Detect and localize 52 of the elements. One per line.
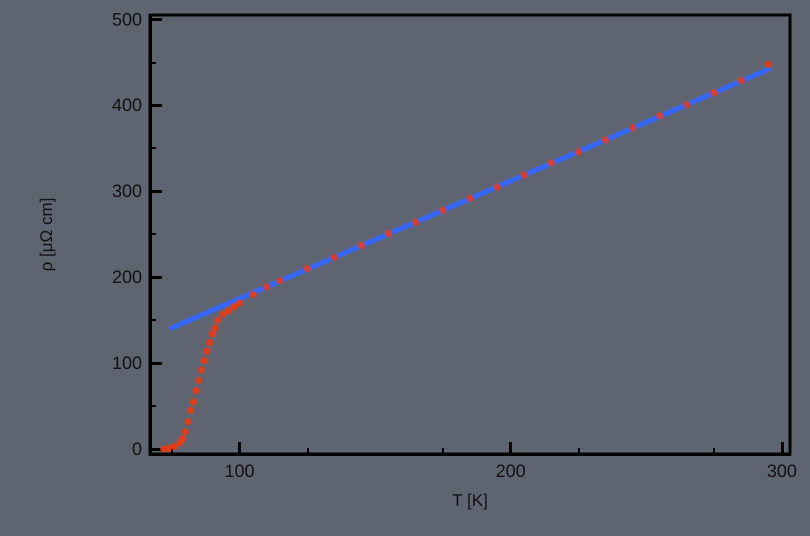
point xyxy=(200,356,208,364)
point xyxy=(764,60,772,68)
y-tick-label: 0 xyxy=(132,438,142,459)
point xyxy=(225,307,232,314)
point xyxy=(330,254,338,261)
y-tick-label: 500 xyxy=(112,9,142,30)
point xyxy=(165,444,172,452)
y-axis-title: ρ [μΩ cm] xyxy=(37,198,56,272)
y-tick-label: 200 xyxy=(112,267,142,288)
point xyxy=(230,302,238,310)
point xyxy=(214,316,222,324)
point xyxy=(187,406,194,414)
point xyxy=(250,290,257,298)
x-axis-title: T [K] xyxy=(452,491,488,510)
point xyxy=(182,428,189,436)
point xyxy=(385,230,392,237)
point xyxy=(412,218,420,226)
y-tick-label: 400 xyxy=(112,95,142,116)
point xyxy=(263,282,270,290)
point xyxy=(179,435,186,442)
point xyxy=(520,171,528,178)
point xyxy=(466,194,474,202)
point xyxy=(195,376,202,384)
point xyxy=(208,330,216,338)
point xyxy=(656,112,664,120)
point xyxy=(236,299,243,306)
point xyxy=(190,398,197,406)
point xyxy=(683,100,690,108)
point xyxy=(198,366,206,374)
x-tick-label: 100 xyxy=(224,461,255,481)
point xyxy=(710,88,718,96)
point xyxy=(212,324,219,332)
point xyxy=(602,136,610,144)
point xyxy=(184,418,192,425)
point xyxy=(203,347,210,354)
point xyxy=(358,242,366,249)
point xyxy=(738,76,745,84)
point xyxy=(206,338,214,346)
point xyxy=(548,159,555,166)
point xyxy=(494,183,501,190)
point xyxy=(304,264,311,272)
x-tick-label: 300 xyxy=(766,461,797,481)
point xyxy=(439,206,446,214)
point xyxy=(276,276,284,284)
point xyxy=(170,442,178,450)
point xyxy=(629,124,636,132)
point xyxy=(192,386,200,394)
y-tick-label: 300 xyxy=(112,181,142,202)
y-tick-label: 100 xyxy=(112,352,142,373)
x-tick-label: 200 xyxy=(496,461,526,481)
point xyxy=(574,148,582,156)
point xyxy=(220,310,227,318)
